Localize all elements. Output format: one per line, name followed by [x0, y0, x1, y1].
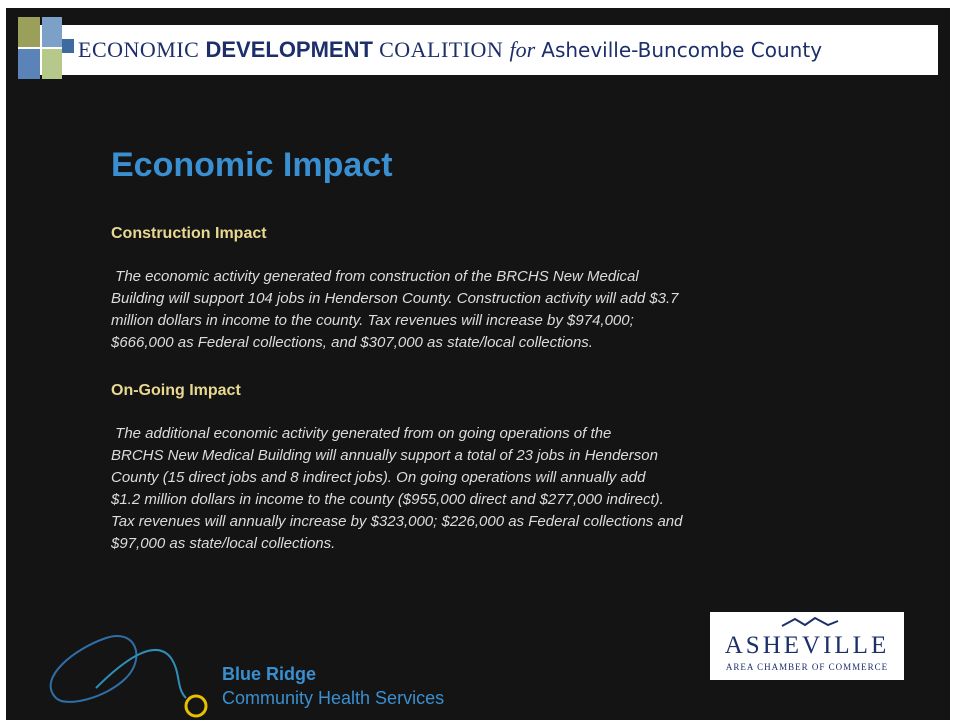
banner-word: DEVELOPMENT: [205, 37, 373, 62]
paragraph-line: BRCHS New Medical Building will annually…: [111, 447, 658, 464]
paragraph-line: $97,000 as state/local collections.: [111, 535, 336, 552]
banner-text: ECONOMIC DEVELOPMENT COALITION for Ashev…: [78, 37, 822, 63]
paragraph-line: Tax revenues will annually increase by $…: [111, 513, 683, 530]
paragraph-line: $1.2 million dollars in income to the co…: [111, 491, 664, 508]
brchs-name: Blue Ridge: [222, 664, 317, 684]
paragraph-line: Building will support 104 jobs in Hender…: [111, 290, 679, 307]
chamber-mountains: [781, 616, 839, 627]
banner-word: for: [509, 37, 536, 62]
paragraph-line: County (15 direct jobs and 8 indirect jo…: [111, 469, 646, 486]
slide: ECONOMIC DEVELOPMENT COALITION for Ashev…: [6, 8, 950, 720]
paragraph-line: The economic activity generated from con…: [111, 268, 639, 285]
banner-squares: [18, 17, 74, 79]
section-heading: Construction Impact: [111, 225, 267, 242]
paragraph-line: The additional economic activity generat…: [111, 425, 612, 442]
header-banner: ECONOMIC DEVELOPMENT COALITION for Ashev…: [18, 17, 938, 79]
chamber-subtitle: AREA CHAMBER OF COMMERCE: [725, 662, 889, 672]
chamber-logo: ASHEVILLE AREA CHAMBER OF COMMERCE: [710, 612, 904, 680]
banner-word: Asheville-Buncombe County: [541, 38, 823, 62]
paragraph-line: $666,000 as Federal collections, and $30…: [111, 334, 593, 351]
banner-word: COALITION: [379, 37, 504, 62]
paragraph-line: million dollars in income to the county.…: [111, 312, 634, 329]
brchs-logo-swirl: [49, 635, 208, 718]
slide-title: Economic Impact: [111, 146, 393, 184]
chamber-name: ASHEVILLE: [724, 632, 890, 659]
section-heading: On-Going Impact: [111, 382, 241, 399]
brchs-subtitle: Community Health Services: [222, 688, 445, 708]
banner-word: ECONOMIC: [78, 37, 200, 62]
